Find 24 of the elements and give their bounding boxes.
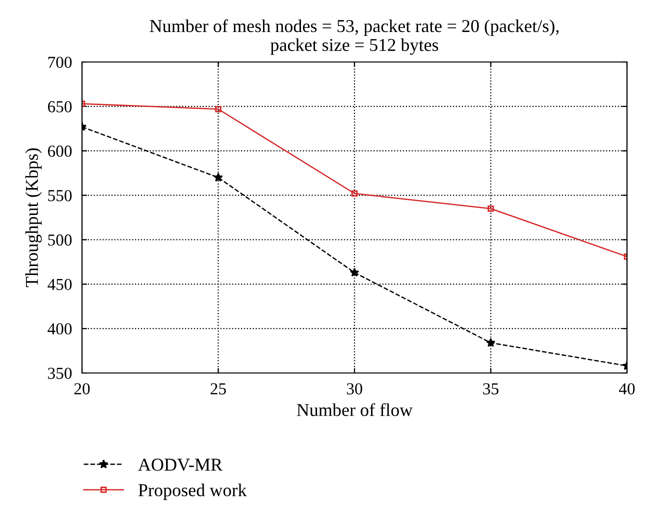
point	[351, 190, 358, 197]
x-tick-label: 20	[74, 383, 90, 394]
point	[486, 338, 496, 347]
y-tick-label: 600	[48, 146, 72, 157]
x-tick-label: 35	[483, 383, 498, 394]
x-tick-label: 30	[346, 383, 362, 394]
legend-label: AODV-MR	[138, 458, 223, 471]
x-tick-label: 40	[618, 383, 635, 394]
y-tick-label: 550	[48, 190, 72, 202]
chart-title: Number of mesh nodes = 53, packet rate = 20 (packet/s), packet size = 512 bytes	[150, 19, 559, 55]
point	[215, 106, 222, 112]
point	[214, 172, 223, 182]
point	[350, 268, 360, 277]
point	[488, 205, 494, 212]
legend-label: Proposed work	[138, 484, 247, 500]
y-tick-label: 450	[48, 278, 72, 290]
y-tick-label: 700	[48, 56, 72, 68]
y-axis-title: Throughput (Kbps)	[25, 148, 42, 288]
y-tick-label: 500	[48, 234, 72, 246]
x-tick-label: 25	[210, 383, 226, 394]
y-tick-label: 400	[48, 323, 72, 335]
x-axis-title: Number of flow	[296, 403, 413, 416]
y-tick-label: 650	[48, 101, 72, 112]
y-tick-label: 350	[48, 368, 72, 379]
